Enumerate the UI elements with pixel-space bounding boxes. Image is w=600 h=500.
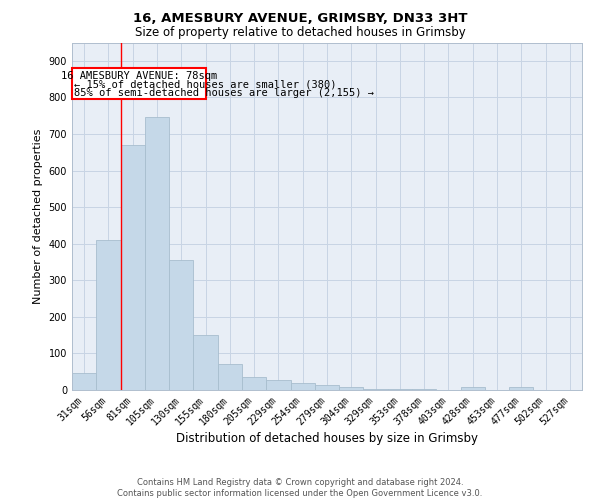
- Bar: [121, 145, 145, 390]
- Bar: [290, 384, 315, 390]
- Bar: [242, 377, 266, 390]
- Text: Size of property relative to detached houses in Grimsby: Size of property relative to detached ho…: [134, 26, 466, 39]
- Text: Contains HM Land Registry data © Crown copyright and database right 2024.
Contai: Contains HM Land Registry data © Crown c…: [118, 478, 482, 498]
- Bar: [266, 380, 290, 390]
- Bar: [193, 335, 218, 390]
- Bar: [96, 240, 121, 390]
- Bar: [145, 118, 169, 390]
- Bar: [509, 387, 533, 390]
- Text: 16, AMESBURY AVENUE, GRIMSBY, DN33 3HT: 16, AMESBURY AVENUE, GRIMSBY, DN33 3HT: [133, 12, 467, 26]
- Bar: [218, 364, 242, 390]
- X-axis label: Distribution of detached houses by size in Grimsby: Distribution of detached houses by size …: [176, 432, 478, 446]
- Bar: [388, 389, 412, 390]
- Bar: [339, 387, 364, 390]
- Text: 16 AMESBURY AVENUE: 78sqm: 16 AMESBURY AVENUE: 78sqm: [61, 71, 217, 81]
- Text: ← 15% of detached houses are smaller (380): ← 15% of detached houses are smaller (38…: [74, 79, 336, 89]
- Text: 85% of semi-detached houses are larger (2,155) →: 85% of semi-detached houses are larger (…: [74, 88, 374, 98]
- Bar: [364, 388, 388, 390]
- Bar: [169, 260, 193, 390]
- Bar: [72, 373, 96, 390]
- Bar: [412, 388, 436, 390]
- FancyBboxPatch shape: [73, 68, 206, 99]
- Y-axis label: Number of detached properties: Number of detached properties: [33, 128, 43, 304]
- Bar: [461, 387, 485, 390]
- Bar: [315, 385, 339, 390]
